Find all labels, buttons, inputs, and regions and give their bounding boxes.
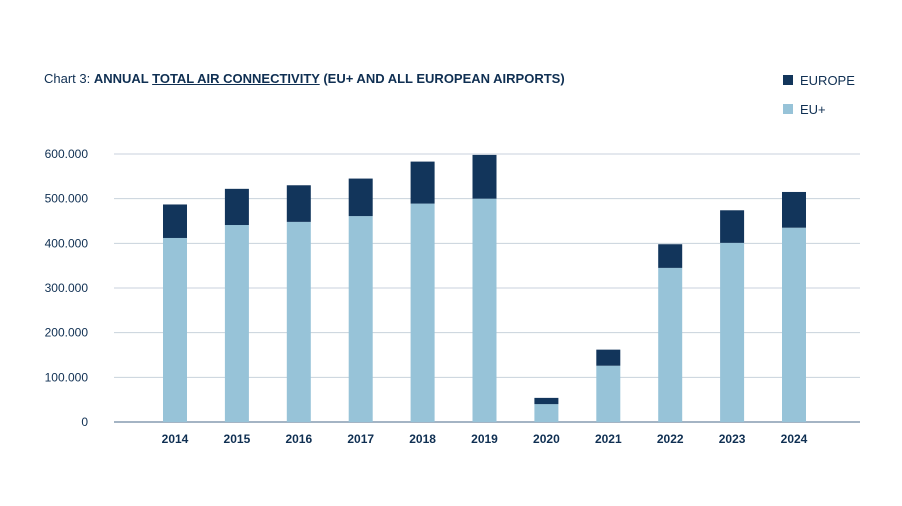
y-tick-label: 400.000: [45, 236, 89, 250]
legend-label-europe: EUROPE: [800, 72, 855, 88]
bar-europe-2020: [534, 397, 559, 405]
x-tick-label: 2024: [781, 432, 808, 446]
y-tick-label: 200.000: [45, 326, 89, 340]
bar-europe-2019: [472, 154, 497, 199]
legend-swatch-europe: [783, 75, 793, 85]
bar-eu-plus-2015: [224, 225, 249, 422]
legend-item-europe: EUROPE: [783, 72, 855, 88]
x-tick-label: 2021: [595, 432, 622, 446]
x-tick-label: 2017: [347, 432, 374, 446]
bar-europe-2015: [224, 188, 249, 226]
chart-title-underlined: TOTAL AIR CONNECTIVITY: [152, 71, 320, 86]
bar-eu-plus-2017: [348, 216, 373, 422]
x-tick-label: 2022: [657, 432, 684, 446]
x-tick-label: 2018: [409, 432, 436, 446]
legend-label-eu-plus: EU+: [800, 101, 826, 117]
chart-title-prefix: Chart 3:: [44, 71, 94, 86]
bar-eu-plus-2018: [410, 203, 435, 422]
x-tick-label: 2015: [224, 432, 251, 446]
bar-eu-plus-2022: [658, 267, 683, 422]
bar-europe-2022: [658, 244, 683, 268]
bar-eu-plus-2023: [720, 242, 745, 422]
legend-item-eu-plus: EU+: [783, 101, 855, 117]
bar-eu-plus-2020: [534, 404, 559, 422]
y-tick-label: 500.000: [45, 192, 89, 206]
bar-eu-plus-2021: [596, 365, 621, 422]
x-tick-label: 2014: [162, 432, 189, 446]
bar-europe-2017: [348, 178, 373, 217]
y-tick-label: 100.000: [45, 370, 89, 384]
bar-europe-2016: [286, 185, 311, 222]
bar-europe-2014: [163, 204, 187, 238]
chart-legend: EUROPE EU+: [783, 72, 855, 130]
x-tick-label: 2020: [533, 432, 560, 446]
y-tick-label: 600.000: [45, 147, 89, 161]
chart-title: Chart 3: ANNUAL TOTAL AIR CONNECTIVITY (…: [44, 71, 565, 86]
bar-eu-plus-2014: [163, 237, 187, 422]
x-tick-label: 2016: [285, 432, 312, 446]
x-tick-label: 2023: [719, 432, 746, 446]
x-tick-label: 2019: [471, 432, 498, 446]
chart-title-part2: (EU+ AND ALL EUROPEAN AIRPORTS): [319, 71, 565, 86]
bar-europe-2023: [720, 210, 745, 243]
bar-eu-plus-2019: [472, 198, 497, 422]
y-tick-label: 0: [81, 415, 88, 429]
legend-swatch-eu-plus: [783, 104, 793, 114]
bar-europe-2021: [596, 349, 621, 366]
y-tick-label: 300.000: [45, 281, 89, 295]
bar-europe-2024: [782, 191, 806, 228]
chart-title-part1: ANNUAL: [93, 71, 153, 86]
bar-eu-plus-2024: [782, 227, 806, 422]
bar-eu-plus-2016: [286, 221, 311, 422]
bar-europe-2018: [410, 161, 435, 204]
